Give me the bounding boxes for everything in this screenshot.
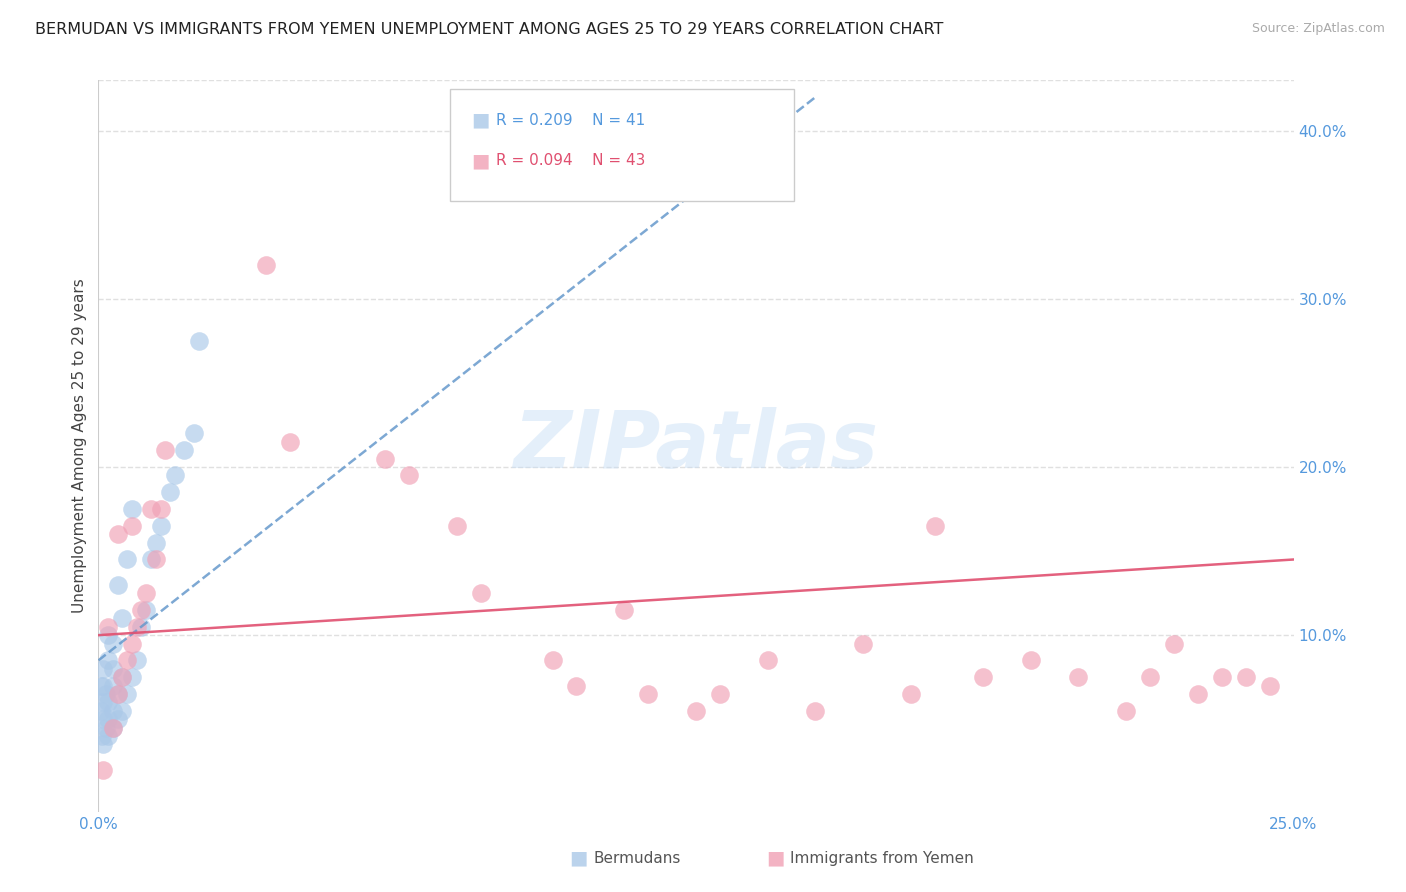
Point [1019,653,1042,667]
Point [135,586,157,600]
Text: Source: ZipAtlas.com: Source: ZipAtlas.com [1251,22,1385,36]
Point [173,443,195,458]
Point [900,687,922,701]
Point [685,704,707,718]
Point [804,704,827,718]
Point [94,687,117,701]
Point [107,527,129,541]
Point [121,502,143,516]
Point [101,704,124,718]
Point [541,653,564,667]
Point [107,687,129,701]
Text: BERMUDAN VS IMMIGRANTS FROM YEMEN UNEMPLOYMENT AMONG AGES 25 TO 29 YEARS CORRELA: BERMUDAN VS IMMIGRANTS FROM YEMEN UNEMPL… [35,22,943,37]
Text: ■: ■ [766,848,785,868]
Point [135,603,157,617]
Point [115,552,138,566]
Point [756,653,779,667]
Point [1163,636,1185,650]
Point [139,552,162,566]
Point [91,763,114,777]
Point [254,258,277,272]
Point [97,729,120,743]
Point [121,636,143,650]
Point [94,721,117,735]
Point [107,687,129,701]
Point [131,603,153,617]
Point [398,468,420,483]
Point [163,468,186,483]
Point [111,670,134,684]
Point [101,679,124,693]
Text: ZIPatlas: ZIPatlas [513,407,879,485]
Text: ■: ■ [471,111,489,130]
Point [121,519,143,533]
Point [1258,679,1281,693]
Point [91,695,114,709]
Point [709,687,731,701]
Point [121,670,143,684]
Point [97,628,120,642]
Point [97,695,120,709]
Point [101,636,124,650]
Point [446,519,468,533]
Point [145,535,167,549]
Point [91,712,114,726]
Point [470,586,492,600]
Point [1115,704,1137,718]
Point [131,620,153,634]
Point [637,687,659,701]
Point [91,679,114,693]
Text: Immigrants from Yemen: Immigrants from Yemen [790,851,974,865]
Text: ■: ■ [471,151,489,170]
Point [90,679,112,693]
Point [613,603,636,617]
Point [111,704,134,718]
Point [852,636,875,650]
Point [97,620,120,634]
Point [125,653,148,667]
Point [149,519,172,533]
Point [1139,670,1161,684]
Point [97,653,120,667]
Point [1187,687,1209,701]
Point [91,738,114,752]
Text: R = 0.209    N = 41: R = 0.209 N = 41 [496,113,645,128]
Y-axis label: Unemployment Among Ages 25 to 29 years: Unemployment Among Ages 25 to 29 years [72,278,87,614]
Point [90,704,112,718]
Point [1234,670,1257,684]
Text: ■: ■ [569,848,588,868]
Point [91,729,114,743]
Point [187,334,209,348]
Point [139,502,162,516]
Point [91,662,114,676]
Point [111,670,134,684]
Point [183,426,205,441]
Point [1211,670,1233,684]
Point [1067,670,1090,684]
Point [278,434,301,449]
Point [101,721,124,735]
Point [374,451,396,466]
Point [149,502,172,516]
Point [111,611,134,625]
Point [972,670,994,684]
Point [101,721,124,735]
Point [115,653,138,667]
Point [924,519,946,533]
Point [565,679,588,693]
Point [145,552,167,566]
Point [107,712,129,726]
Point [101,662,124,676]
Point [125,620,148,634]
Text: R = 0.094    N = 43: R = 0.094 N = 43 [496,153,645,168]
Point [107,578,129,592]
Point [115,687,138,701]
Point [97,712,120,726]
Point [159,485,181,500]
Point [155,443,177,458]
Text: Bermudans: Bermudans [593,851,681,865]
